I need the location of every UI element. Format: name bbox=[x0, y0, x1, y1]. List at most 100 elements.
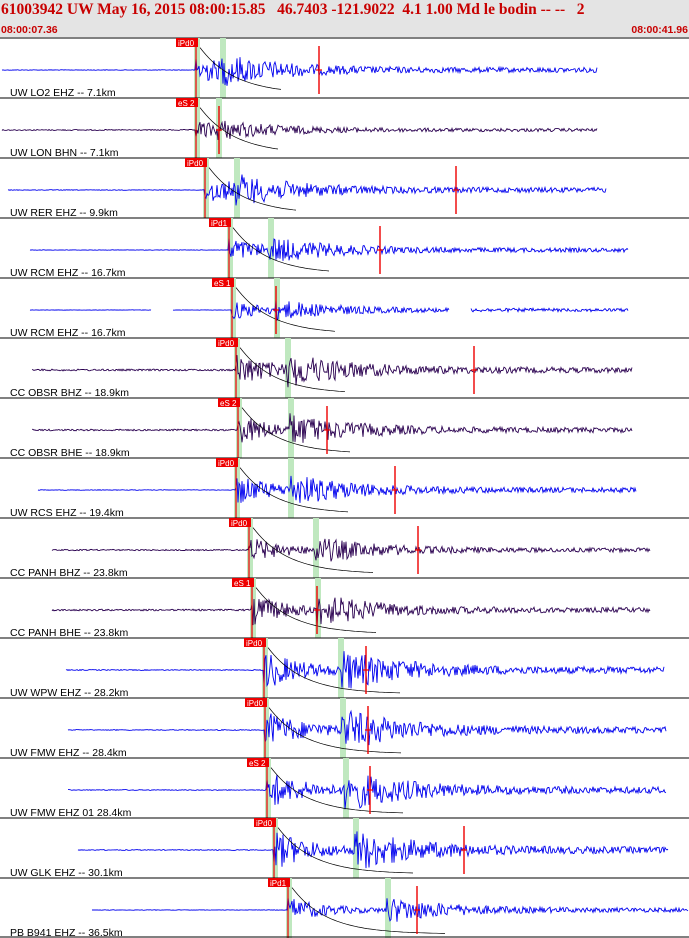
p-window bbox=[286, 878, 292, 938]
coda-curve bbox=[239, 467, 349, 513]
event-header: 61003942 UW May 16, 2015 08:00:15.85 46.… bbox=[0, 0, 689, 37]
pick-label-box bbox=[176, 38, 198, 47]
waveform bbox=[51, 597, 651, 628]
pick-label: iPd0 bbox=[218, 339, 235, 348]
pick-label-box bbox=[212, 278, 234, 287]
pick-label-box bbox=[218, 398, 240, 407]
waveform bbox=[1, 57, 598, 86]
waveform bbox=[68, 774, 667, 810]
pick-label-box bbox=[232, 578, 254, 587]
waveform bbox=[67, 709, 667, 746]
pick-label: iPd0 bbox=[218, 459, 235, 468]
event-title: 61003942 UW May 16, 2015 08:00:15.85 46.… bbox=[1, 1, 585, 18]
station-label: UW LO2 EHZ -- 7.1km bbox=[10, 87, 116, 99]
p-window bbox=[263, 698, 269, 758]
pick-label: iPd1 bbox=[270, 879, 287, 888]
pick-label: eS 1 bbox=[234, 579, 251, 588]
waveform bbox=[32, 413, 633, 443]
trace-row: iPd0 UW RCS EHZ -- 19.4km bbox=[0, 457, 689, 519]
pick-label: iPd0 bbox=[178, 39, 195, 48]
trace-row: eS 2 UW FMW EHZ 01 28.4km bbox=[0, 757, 689, 819]
pick-label: eS 2 bbox=[220, 399, 237, 408]
station-label: UW GLK EHZ -- 30.1km bbox=[10, 867, 123, 879]
p-window bbox=[234, 338, 240, 398]
station-label: UW RCS EHZ -- 19.4km bbox=[10, 507, 124, 519]
coda-curve bbox=[255, 587, 377, 633]
trace-row: eS 1 CC PANH BHE -- 23.8km bbox=[0, 577, 689, 639]
coda-curve bbox=[199, 107, 279, 150]
coda-curve bbox=[268, 707, 402, 754]
pick-label-box bbox=[185, 158, 207, 167]
pick-label-box bbox=[268, 878, 290, 887]
pick-label-box bbox=[176, 98, 198, 107]
p-window bbox=[194, 98, 200, 158]
time-end-label: 08:00:41.96 bbox=[631, 24, 688, 36]
pick-label-box bbox=[247, 758, 269, 767]
waveform bbox=[29, 299, 629, 322]
station-label: CC PANH BHE -- 23.8km bbox=[10, 627, 128, 639]
waveform bbox=[31, 355, 633, 388]
trace-row: eS 2 CC OBSR BHE -- 18.9km bbox=[0, 397, 689, 459]
station-label: UW RCM EHZ -- 16.7km bbox=[10, 327, 126, 339]
trace-row: iPd0 CC OBSR BHZ -- 18.9km bbox=[0, 337, 689, 399]
trace-row: iPd1 UW RCM EHZ -- 16.7km bbox=[0, 217, 689, 279]
station-label: PB B941 EHZ -- 36.5km bbox=[10, 927, 123, 938]
trace-row: iPd0 UW LO2 EHZ -- 7.1km bbox=[0, 37, 689, 99]
trace-row: iPd0 UW WPW EHZ -- 28.2km bbox=[0, 637, 689, 699]
trace-row: iPd0 UW GLK EHZ -- 30.1km bbox=[0, 817, 689, 879]
coda-curve bbox=[235, 287, 336, 332]
coda-curve bbox=[267, 647, 401, 694]
p-window bbox=[250, 578, 256, 638]
coda-curve bbox=[208, 167, 297, 211]
pick-label: iPd0 bbox=[246, 639, 263, 648]
s-window bbox=[285, 338, 291, 398]
pick-label-box bbox=[244, 638, 266, 647]
station-label: UW WPW EHZ -- 28.2km bbox=[10, 687, 129, 699]
waveform bbox=[1, 120, 598, 141]
trace-row: iPd0 UW FMW EHZ -- 28.4km bbox=[0, 697, 689, 759]
pick-label: iPd0 bbox=[247, 699, 264, 708]
p-window bbox=[236, 398, 242, 458]
coda-curve bbox=[232, 227, 330, 272]
trace-row: iPd1 PB B941 EHZ -- 36.5km bbox=[0, 877, 689, 938]
s-window bbox=[234, 158, 240, 218]
p-window bbox=[265, 758, 271, 818]
waveform bbox=[91, 897, 689, 922]
pick-label: eS 2 bbox=[178, 99, 195, 108]
station-label: CC OBSR BHZ -- 18.9km bbox=[10, 387, 129, 399]
time-start-label: 08:00:07.36 bbox=[1, 24, 58, 36]
coda-curve bbox=[291, 887, 445, 934]
pick-label-box bbox=[229, 518, 251, 527]
pick-label-box bbox=[245, 698, 267, 707]
s-window bbox=[353, 818, 359, 878]
pick-label: iPd1 bbox=[211, 219, 228, 228]
coda-curve bbox=[277, 827, 414, 874]
waveform bbox=[51, 538, 651, 562]
coda-curve bbox=[241, 407, 351, 453]
waveform bbox=[29, 237, 629, 261]
pick-label-box bbox=[209, 218, 231, 227]
trace-row: eS 2 UW LON BHN -- 7.1km bbox=[0, 97, 689, 159]
s-window bbox=[340, 698, 346, 758]
trace-row: iPd0 CC PANH BHZ -- 23.8km bbox=[0, 517, 689, 579]
coda-curve bbox=[199, 47, 282, 90]
pick-label-box bbox=[216, 458, 238, 467]
s-window bbox=[338, 638, 344, 698]
trace-row: iPd0 UW RER EHZ -- 9.9km bbox=[0, 157, 689, 219]
s-window bbox=[343, 758, 349, 818]
station-label: UW LON BHN -- 7.1km bbox=[10, 147, 119, 159]
station-label: UW RCM EHZ -- 16.7km bbox=[10, 267, 126, 279]
trace-row: eS 1 UW RCM EHZ -- 16.7km bbox=[0, 277, 689, 339]
waveform bbox=[77, 831, 669, 869]
pick-label: eS 1 bbox=[214, 279, 231, 288]
pick-label: iPd0 bbox=[256, 819, 273, 828]
coda-curve bbox=[239, 347, 346, 393]
waveform bbox=[65, 651, 665, 689]
s-window bbox=[274, 278, 280, 338]
waveform bbox=[7, 174, 607, 206]
pick-label-box bbox=[254, 818, 276, 827]
s-window bbox=[288, 458, 294, 518]
coda-curve bbox=[270, 767, 404, 814]
pick-label: iPd0 bbox=[231, 519, 248, 528]
